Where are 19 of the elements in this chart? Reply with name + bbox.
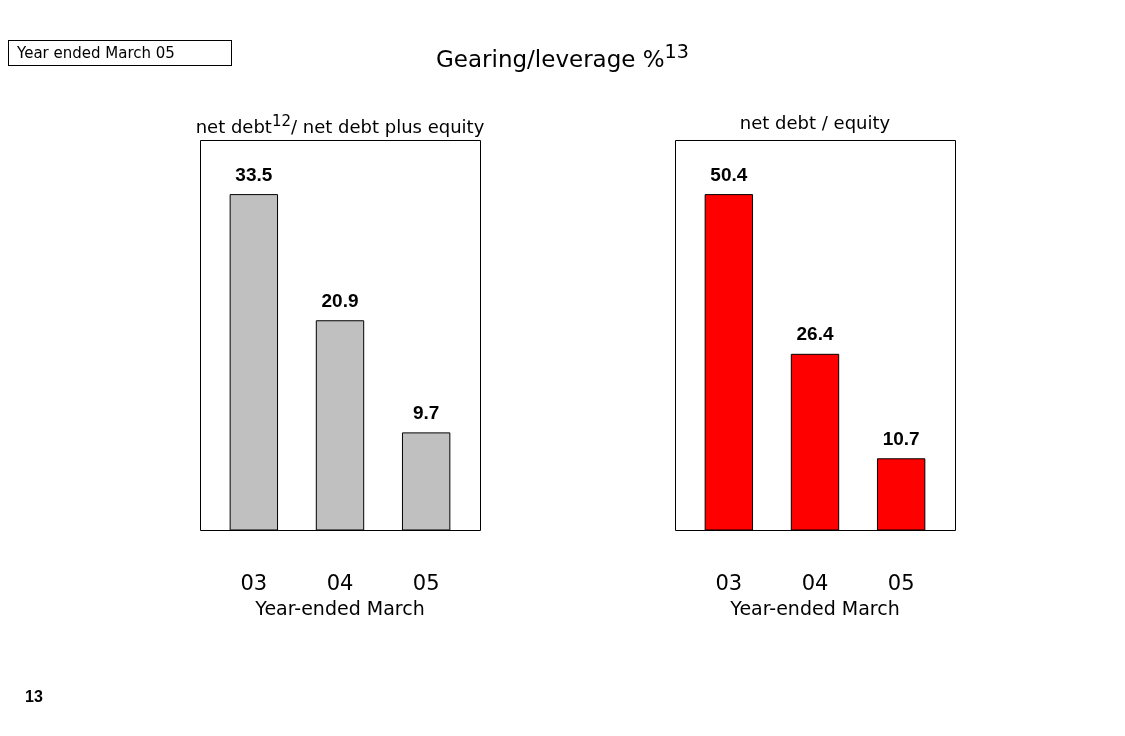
data-label: 10.7 (882, 427, 920, 449)
data-label: 26.4 (796, 323, 834, 345)
x-axis-title: Year-ended March (254, 596, 426, 619)
x-tick-label: 03 (715, 570, 743, 595)
chart-title: net debt$^{12}$/ net debt plus equity (194, 112, 486, 139)
x-tick-label: 03 (240, 570, 268, 595)
data-label: 20.9 (321, 289, 359, 311)
data-label: 33.5 (235, 163, 273, 185)
text: 13 (25, 688, 43, 706)
x-tick-label: 05 (887, 570, 915, 595)
data-label: 50.4 (710, 163, 748, 185)
text: Gearing/leverage %$^{13}$ (436, 40, 689, 72)
x-tick-label: 04 (326, 570, 354, 595)
chart-title: net debt / equity (738, 112, 892, 135)
x-axis-title: Year-ended March (729, 596, 901, 619)
x-tick-label: 05 (412, 570, 440, 595)
x-tick-label: 04 (801, 570, 829, 595)
text: Year ended March 05 (8, 40, 232, 66)
data-label: 9.7 (412, 401, 440, 423)
